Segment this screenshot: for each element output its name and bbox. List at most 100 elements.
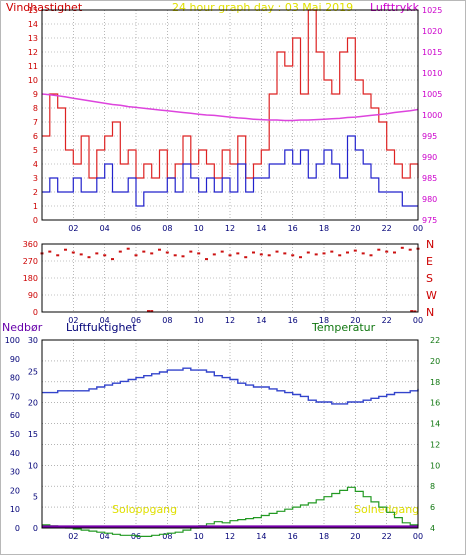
direction-xtick-label: 14 [256,316,266,325]
rain-ytick-label: 30 [10,468,20,477]
wind-ytick-label: 1 [33,202,38,211]
humidity-xtick-label: 00 [413,532,423,541]
direction-ytick-label: 0 [33,308,38,317]
wind-ytick-label: 7 [33,118,38,127]
humidity-xtick-label: 02 [68,532,78,541]
temperature-ytick-label: 6 [430,503,435,512]
direction-point [322,252,326,255]
direction-point [306,251,310,254]
pressure-ytick-label: 1025 [422,6,442,15]
compass-label: N [426,238,434,251]
temperature-ytick-label: 20 [430,357,440,366]
humidity-ytick-label: 25 [28,367,38,376]
wind-ytick-label: 0 [33,216,38,225]
compass-label: N [426,306,434,319]
direction-point [165,251,169,254]
wind-xtick-label: 10 [194,224,204,233]
humidity-xtick-label: 04 [100,532,110,541]
direction-point [283,252,287,255]
wind-ytick-label: 12 [28,48,38,57]
direction-point [205,258,208,261]
humidity-xtick-label: 18 [319,532,329,541]
direction-point [346,251,349,254]
direction-point [71,251,75,254]
direction-point [228,254,232,257]
direction-point [393,251,396,254]
direction-point [259,253,263,256]
direction-point [95,252,99,255]
humidity-xtick-label: 08 [162,532,172,541]
direction-xtick-label: 18 [319,316,329,325]
direction-point [291,254,295,257]
direction-xtick-label: 00 [413,316,423,325]
temperature-series-line [42,486,419,537]
humidity-xtick-label: 10 [194,532,204,541]
direction-point [197,252,201,255]
direction-point [126,247,130,250]
direction-point [142,250,146,253]
pressure-ytick-label: 1000 [422,111,442,120]
temperature-ytick-label: 18 [430,378,440,387]
direction-point [181,255,185,258]
humidity-xtick-label: 20 [350,532,360,541]
direction-xtick-label: 02 [68,316,78,325]
wind-max-series-line [42,9,419,179]
direction-point [64,248,67,251]
direction-point [103,254,107,257]
pressure-ytick-label: 1015 [422,48,442,57]
wind-xtick-label: 20 [350,224,360,233]
wind-ytick-label: 10 [28,76,38,85]
direction-point [385,250,389,253]
temperature-ytick-label: 4 [430,524,435,533]
rain-ytick-label: 60 [10,411,20,420]
direction-point [173,254,177,257]
wind-xtick-label: 08 [162,224,172,233]
direction-point [87,256,91,259]
temperature-label: Temperatur [312,321,376,334]
direction-point [299,256,302,259]
wind-ytick-label: 9 [33,90,38,99]
direction-point [48,250,52,253]
pressure-ytick-label: 1010 [422,69,442,78]
direction-point [400,246,404,249]
rain-ytick-label: 50 [10,430,20,439]
direction-point [330,250,334,253]
direction-point [244,256,248,259]
wind-ytick-label: 6 [33,132,38,141]
wind-xtick-label: 22 [382,224,392,233]
humidity-ytick-label: 5 [33,493,38,502]
direction-xtick-label: 08 [162,316,172,325]
direction-point [275,250,279,253]
humidity-series-line [42,367,419,405]
direction-xtick-label: 10 [194,316,204,325]
wind-xtick-label: 14 [256,224,266,233]
humidity-plot-area [41,339,419,529]
rain-ytick-label: 80 [10,374,20,383]
direction-point [252,251,255,254]
humidity-ytick-label: 0 [33,524,38,533]
pressure-ytick-label: 975 [422,216,437,225]
direction-xtick-label: 20 [350,316,360,325]
direction-xtick-label: 16 [288,316,298,325]
temperature-ytick-label: 12 [430,440,440,449]
direction-point [377,248,381,251]
direction-xtick-label: 22 [382,316,392,325]
direction-ytick-label: 90 [28,291,38,300]
direction-xtick-label: 06 [131,316,141,325]
temperature-ytick-label: 22 [430,336,440,345]
pressure-ytick-label: 1020 [422,27,442,36]
direction-point [118,250,122,253]
wind-ytick-label: 5 [33,146,38,155]
compass-label: W [426,289,437,302]
direction-point [408,248,412,251]
direction-point [338,254,342,257]
direction-point [212,253,216,256]
wind-avg-series-line [42,135,418,207]
wind-xtick-label: 00 [413,224,423,233]
direction-point [79,253,83,256]
direction-point [111,258,114,261]
pressure-series-line [41,93,419,122]
wind-ytick-label: 11 [28,62,38,71]
